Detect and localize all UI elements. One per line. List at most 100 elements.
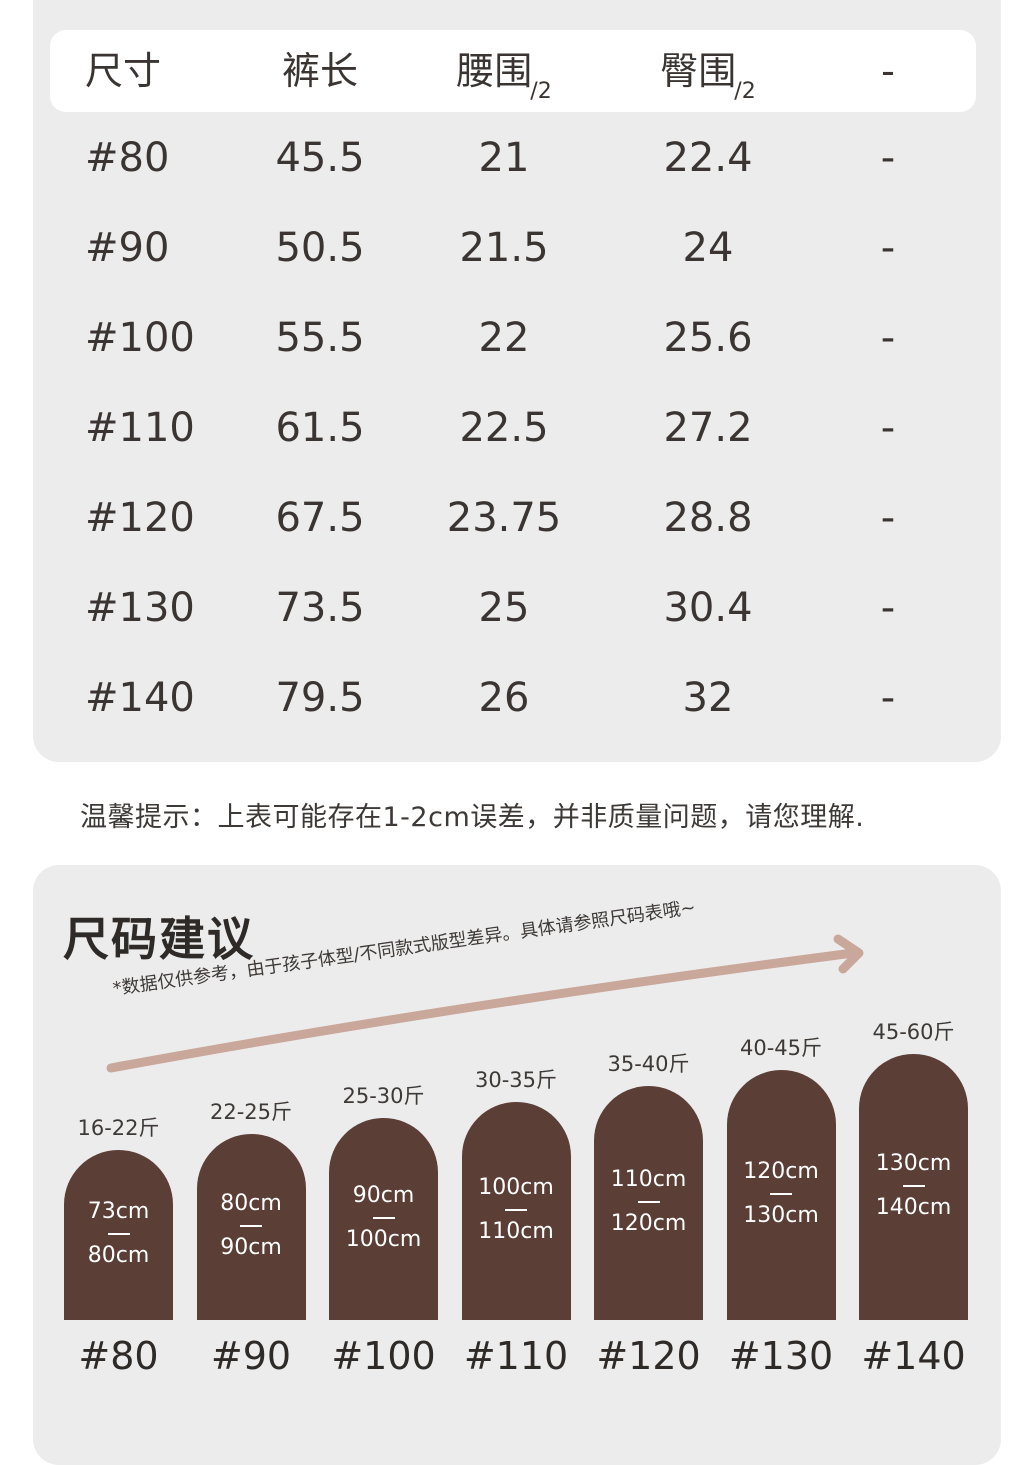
table-cell: 24 bbox=[682, 225, 734, 271]
height-bar bbox=[859, 1054, 968, 1320]
table-cell: 28.8 bbox=[663, 495, 753, 541]
height-to: 80cm bbox=[87, 1243, 150, 1268]
height-to: 140cm bbox=[875, 1195, 952, 1220]
height-range: 120cm 130cm bbox=[727, 1161, 836, 1227]
header-cell: 裤长 bbox=[282, 52, 358, 90]
table-cell: 32 bbox=[682, 675, 734, 721]
table-cell: 26 bbox=[478, 675, 530, 721]
table-cell: - bbox=[880, 315, 896, 361]
header-text: 臀围 bbox=[660, 49, 737, 93]
row-size: #140 bbox=[85, 675, 195, 721]
height-to: 130cm bbox=[743, 1203, 819, 1228]
weight-range: 40-45斤 bbox=[739, 1036, 823, 1060]
table-cell: 45.5 bbox=[275, 135, 365, 181]
table-cell: 21 bbox=[478, 135, 530, 181]
growth-arrow-icon bbox=[106, 934, 864, 1073]
table-cell: 27.2 bbox=[663, 405, 753, 451]
height-from: 130cm bbox=[875, 1151, 952, 1176]
height-from: 120cm bbox=[743, 1159, 819, 1184]
header-subscript: /2 bbox=[734, 79, 756, 104]
size-recommendation-panel: 尺码建议 *数据仅供参考，由于孩子体型/不同款式版型差异。具体请参照尺码表哦~ … bbox=[33, 865, 1001, 1465]
size-label: #100 bbox=[331, 1334, 436, 1378]
table-cell: - bbox=[880, 675, 896, 721]
height-to: 100cm bbox=[345, 1227, 422, 1252]
height-from: 100cm bbox=[478, 1175, 554, 1200]
row-size: #130 bbox=[85, 585, 195, 631]
dash-divider bbox=[770, 1193, 792, 1195]
dash-divider bbox=[107, 1233, 130, 1235]
height-to: 120cm bbox=[610, 1211, 687, 1236]
weight-range: 25-30斤 bbox=[342, 1084, 425, 1108]
dash-divider bbox=[240, 1225, 262, 1227]
row-size: #90 bbox=[85, 225, 170, 271]
tolerance-note: 温馨提示：上表可能存在1-2cm误差，并非质量问题，请您理解. bbox=[80, 802, 865, 833]
row-size: #120 bbox=[85, 495, 195, 541]
table-cell: 61.5 bbox=[275, 405, 365, 451]
table-cell: - bbox=[880, 225, 896, 271]
height-bar bbox=[329, 1118, 438, 1320]
header-text: 裤长 bbox=[281, 49, 359, 93]
table-cell: 22 bbox=[478, 315, 530, 361]
weight-range: 35-40斤 bbox=[607, 1052, 690, 1076]
table-cell: - bbox=[880, 495, 896, 541]
header-text: - bbox=[881, 49, 895, 93]
height-range: 100cm 110cm bbox=[462, 1177, 571, 1243]
size-label: #110 bbox=[463, 1334, 569, 1378]
table-cell: 73.5 bbox=[275, 585, 365, 631]
header-subscript: /2 bbox=[530, 79, 552, 104]
height-bar bbox=[461, 1102, 571, 1320]
row-size: #80 bbox=[85, 135, 170, 181]
height-to: 90cm bbox=[220, 1235, 282, 1260]
header-cell: 腰围/2 bbox=[456, 49, 551, 103]
table-cell: 67.5 bbox=[275, 495, 365, 541]
size-label: #140 bbox=[861, 1334, 966, 1378]
weight-range: 30-35斤 bbox=[474, 1068, 558, 1092]
table-cell: 55.5 bbox=[275, 315, 365, 361]
size-table-panel: 尺寸 裤长 腰围/2 臀围/2- #80 45.5 21 22.4- #90 50.5 21.5 24… bbox=[33, 0, 1001, 762]
table-header-row bbox=[50, 30, 976, 112]
table-cell: - bbox=[880, 585, 896, 631]
dash-divider bbox=[902, 1185, 925, 1187]
size-label: #80 bbox=[78, 1334, 159, 1378]
dash-divider bbox=[372, 1217, 395, 1219]
header-cell: - bbox=[881, 52, 895, 90]
row-size: #110 bbox=[85, 405, 195, 451]
table-cell: 23.75 bbox=[446, 495, 562, 541]
height-range: 130cm 140cm bbox=[859, 1153, 968, 1219]
weight-range: 16-22斤 bbox=[77, 1116, 160, 1140]
height-range: 110cm 120cm bbox=[594, 1169, 703, 1235]
table-cell: 22.4 bbox=[663, 135, 753, 181]
height-range: 80cm 90cm bbox=[197, 1193, 306, 1259]
height-bar bbox=[196, 1134, 306, 1320]
height-bar bbox=[726, 1070, 836, 1320]
weight-range: 22-25斤 bbox=[209, 1100, 293, 1124]
height-from: 80cm bbox=[220, 1191, 282, 1216]
header-text: 腰围 bbox=[456, 49, 533, 93]
height-range: 73cm 80cm bbox=[64, 1201, 173, 1267]
size-label: #90 bbox=[210, 1334, 292, 1378]
height-bar bbox=[64, 1150, 173, 1320]
dash-divider bbox=[505, 1209, 527, 1211]
height-from: 90cm bbox=[352, 1183, 415, 1208]
table-cell: 79.5 bbox=[275, 675, 365, 721]
header-cell: 尺寸 bbox=[85, 52, 161, 90]
header-cell: 臀围/2 bbox=[660, 49, 755, 103]
header-text: 尺寸 bbox=[85, 49, 162, 93]
weight-range: 45-60斤 bbox=[872, 1020, 955, 1044]
height-from: 110cm bbox=[610, 1167, 687, 1192]
row-size: #100 bbox=[85, 315, 195, 361]
table-cell: - bbox=[880, 135, 896, 181]
height-to: 110cm bbox=[478, 1219, 554, 1244]
height-bar bbox=[594, 1086, 703, 1320]
table-cell: 22.5 bbox=[459, 405, 549, 451]
table-cell: 30.4 bbox=[663, 585, 753, 631]
dash-divider bbox=[637, 1201, 660, 1203]
table-cell: 25 bbox=[478, 585, 530, 631]
height-range: 90cm 100cm bbox=[329, 1185, 438, 1251]
table-cell: 25.6 bbox=[663, 315, 753, 361]
size-label: #120 bbox=[596, 1334, 701, 1378]
table-cell: - bbox=[880, 405, 896, 451]
table-cell: 21.5 bbox=[459, 225, 549, 271]
height-from: 73cm bbox=[87, 1199, 150, 1224]
section-title: 尺码建议 bbox=[63, 912, 255, 966]
